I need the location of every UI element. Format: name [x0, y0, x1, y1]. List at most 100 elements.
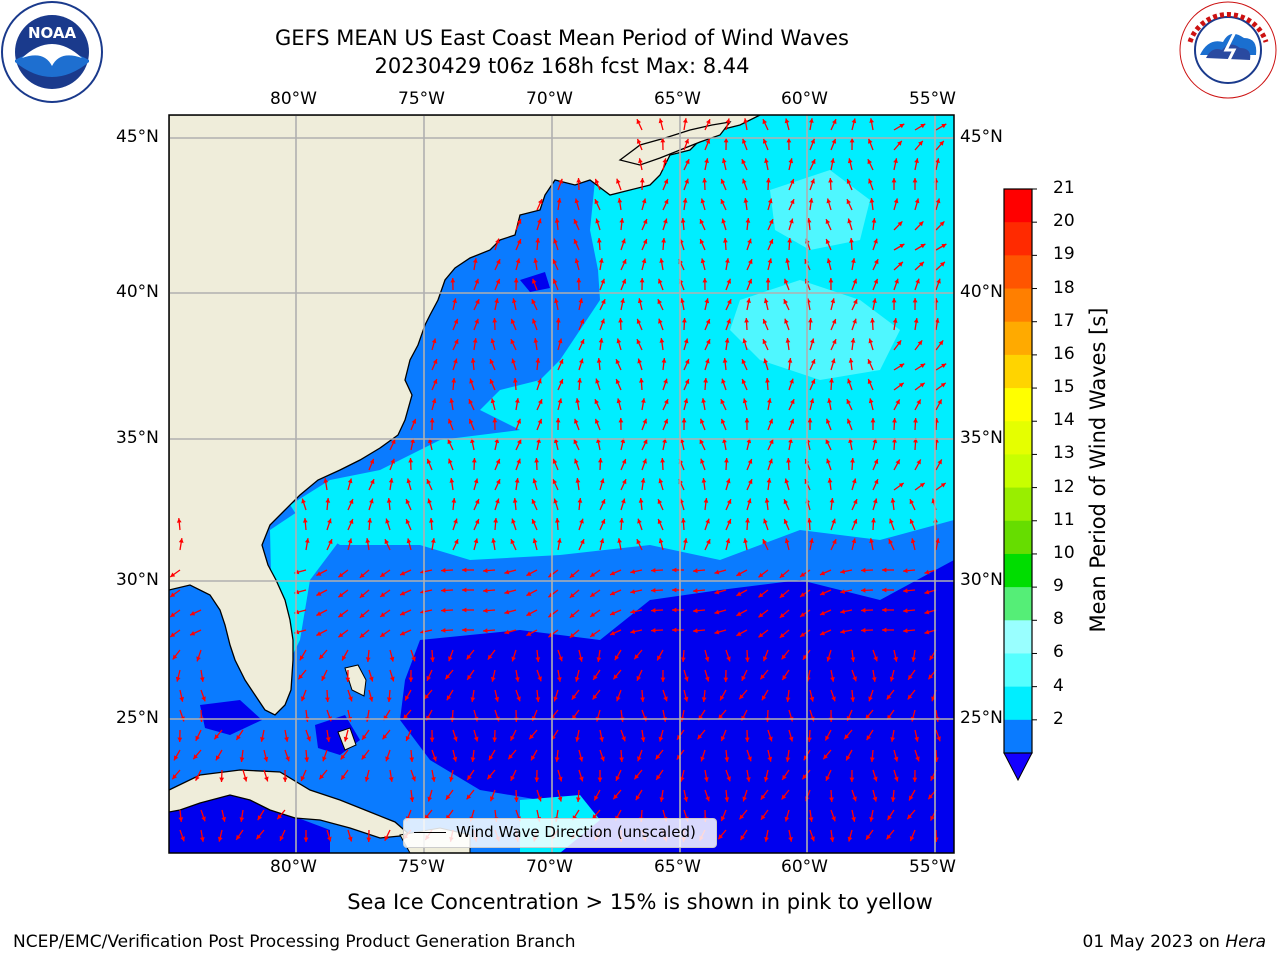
wind-wave-arrowhead — [820, 590, 825, 596]
wind-wave-arrowhead — [826, 458, 831, 464]
wind-wave-arrowhead — [512, 298, 517, 304]
wind-wave-arrowhead — [744, 737, 750, 742]
wind-wave-arrowhead — [721, 378, 726, 384]
wind-wave-arrowhead — [913, 438, 918, 443]
wind-wave-arrowhead — [704, 777, 709, 782]
wind-wave-arrowhead — [868, 338, 874, 344]
wind-wave-arrowhead — [762, 339, 767, 345]
wind-wave-arrowhead — [552, 458, 558, 464]
wind-wave-arrowhead — [384, 539, 389, 545]
wind-wave-arrowhead — [786, 138, 792, 143]
wind-wave-arrowhead — [720, 695, 725, 701]
wind-wave-arrowhead — [739, 814, 745, 820]
wind-wave-arrowhead — [847, 218, 852, 224]
wind-wave-arrowhead — [672, 567, 677, 573]
wind-wave-arrowhead — [807, 518, 812, 523]
wind-wave-arrowhead — [706, 119, 711, 125]
wind-wave-arrowhead — [903, 568, 908, 574]
wind-wave-arrowhead — [514, 398, 520, 403]
wind-wave-arrowhead — [697, 734, 703, 740]
wind-wave-arrowhead — [909, 795, 914, 801]
wind-wave-arrowhead — [431, 777, 436, 782]
wind-wave-arrowhead — [747, 278, 753, 284]
wind-wave-arrowhead — [920, 123, 926, 129]
wind-wave-arrowhead — [359, 633, 365, 638]
wind-wave-arrowhead — [511, 518, 516, 524]
wind-wave-arrowhead — [345, 677, 351, 682]
wind-wave-arrowhead — [809, 696, 815, 702]
wind-wave-arrowhead — [574, 258, 580, 264]
wind-wave-arrowhead — [785, 757, 791, 762]
wind-wave-arrowhead — [304, 538, 310, 543]
wind-wave-arrowhead — [319, 774, 325, 780]
lon-label-bottom-65w: 65°W — [654, 857, 701, 877]
wind-wave-arrowhead — [400, 611, 406, 616]
wind-wave-arrowhead — [809, 118, 814, 123]
wind-wave-arrowhead — [571, 694, 577, 700]
wind-wave-arrowhead — [898, 382, 904, 388]
wind-wave-arrowhead — [764, 837, 769, 842]
wind-wave-arrowhead — [462, 607, 467, 613]
wind-wave-arrowhead — [744, 318, 749, 323]
wind-wave-arrowhead — [660, 138, 666, 143]
wind-wave-arrowhead — [483, 568, 488, 573]
lat-label-right-30n: 30°N — [960, 570, 1003, 590]
wind-wave-arrowhead — [699, 239, 705, 244]
wind-wave-arrowhead — [569, 573, 575, 578]
wind-wave-arrowhead — [359, 573, 365, 578]
wind-wave-arrowhead — [190, 611, 196, 616]
wind-wave-arrowhead — [514, 797, 519, 802]
wind-wave-arrowhead — [316, 591, 322, 596]
wind-wave-arrowhead — [575, 737, 580, 742]
wind-wave-arrowhead — [576, 178, 582, 183]
wind-wave-arrowhead — [651, 628, 656, 633]
wind-wave-arrowhead — [641, 258, 647, 264]
lon-label-top-80w: 80°W — [270, 89, 317, 109]
wind-wave-arrowhead — [847, 158, 853, 164]
wind-wave-arrowhead — [578, 298, 584, 304]
wind-wave-arrowhead — [890, 797, 896, 802]
wind-wave-arrowhead — [368, 696, 374, 702]
wind-wave-arrowhead — [453, 518, 458, 524]
wind-wave-arrowhead — [890, 737, 896, 742]
wind-wave-arrowhead — [600, 519, 606, 524]
wind-wave-arrowhead — [920, 244, 926, 249]
wind-wave-arrowhead — [510, 339, 515, 345]
wind-wave-arrowhead — [449, 478, 455, 483]
wind-wave-arrowhead — [861, 607, 866, 613]
wind-wave-arrowhead — [768, 418, 773, 424]
wind-wave-arrowhead — [851, 478, 857, 484]
wind-wave-arrowhead — [831, 816, 836, 822]
wind-wave-arrowhead — [873, 656, 878, 662]
wind-wave-arrowhead — [617, 538, 622, 543]
wind-wave-arrowhead — [569, 633, 575, 638]
wind-wave-arrowhead — [620, 298, 625, 303]
wind-wave-arrowhead — [489, 379, 495, 384]
wind-wave-arrowhead — [852, 278, 857, 284]
wind-wave-arrowhead — [257, 815, 263, 821]
wind-wave-arrowhead — [760, 794, 766, 800]
wind-wave-arrowhead — [748, 259, 753, 265]
wind-wave-arrowhead — [924, 609, 930, 615]
wind-wave-arrowhead — [630, 629, 636, 634]
wind-wave-arrowhead — [828, 178, 833, 183]
wind-wave-arrowhead — [789, 218, 794, 224]
wind-wave-arrowhead — [359, 593, 365, 598]
wind-wave-arrowhead — [720, 418, 726, 424]
wind-wave-arrowhead — [475, 299, 480, 305]
wind-wave-arrowhead — [217, 836, 223, 842]
wind-wave-arrowhead — [630, 609, 636, 614]
wind-wave-arrowhead — [831, 696, 836, 702]
wind-wave-arrowhead — [826, 258, 832, 264]
wind-wave-arrowhead — [405, 499, 411, 504]
wind-wave-arrowhead — [531, 299, 536, 305]
wind-wave-arrowhead — [441, 608, 446, 613]
wind-wave-arrowhead — [861, 567, 866, 573]
wind-wave-arrowhead — [681, 657, 686, 662]
wind-wave-arrowhead — [810, 836, 815, 842]
wind-wave-arrowhead — [782, 675, 787, 680]
wind-wave-arrowhead — [170, 612, 176, 617]
wind-wave-arrowhead — [742, 398, 748, 404]
wind-wave-arrowhead — [745, 657, 750, 662]
wind-wave-arrowhead — [660, 677, 666, 682]
